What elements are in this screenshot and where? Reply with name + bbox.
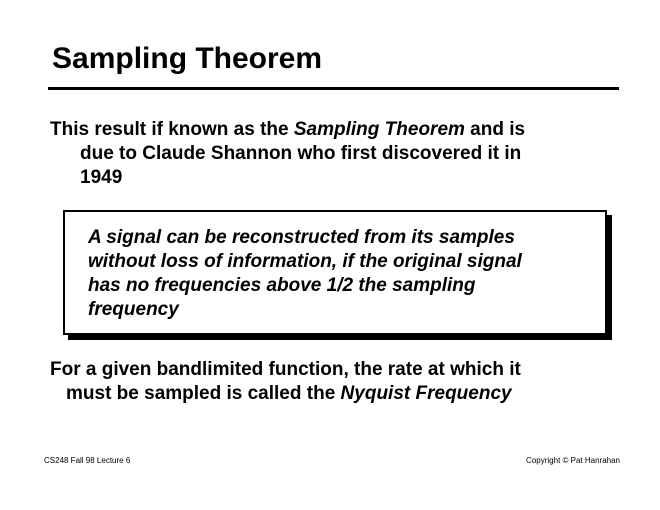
theorem-line: without loss of information, if the orig… <box>88 251 522 272</box>
title-divider <box>48 87 619 90</box>
intro-line-3: 1949 <box>80 167 123 188</box>
slide-title: Sampling Theorem <box>52 42 323 75</box>
intro-line-2: due to Claude Shannon who first discover… <box>80 143 522 164</box>
intro-paragraph: This result if known as the Sampling The… <box>50 118 525 190</box>
intro-line-1: This result if known as the Sampling The… <box>50 118 525 142</box>
nyquist-line-2: must be sampled is called the Nyquist Fr… <box>50 382 521 406</box>
intro-emphasis: Sampling Theorem <box>293 119 465 140</box>
footer-course: CS248 Fall 98 Lecture 6 <box>44 456 131 465</box>
footer-copyright: Copyright © Pat Hanrahan <box>526 456 620 465</box>
theorem-line: A signal can be reconstructed from its s… <box>88 227 515 248</box>
nyquist-paragraph: For a given bandlimited function, the ra… <box>50 358 521 406</box>
theorem-box: A signal can be reconstructed from its s… <box>63 210 607 335</box>
intro-text-after: and is <box>464 119 526 140</box>
nyquist-emphasis: Nyquist Frequency <box>340 383 512 404</box>
theorem-statement: A signal can be reconstructed from its s… <box>88 226 522 322</box>
theorem-line: has no frequencies above 1/2 the samplin… <box>88 275 476 296</box>
intro-text: This result if known as the <box>50 119 294 140</box>
nyquist-text: must be sampled is called the <box>66 383 341 404</box>
theorem-line: frequency <box>88 299 179 320</box>
nyquist-line-1: For a given bandlimited function, the ra… <box>50 359 521 380</box>
